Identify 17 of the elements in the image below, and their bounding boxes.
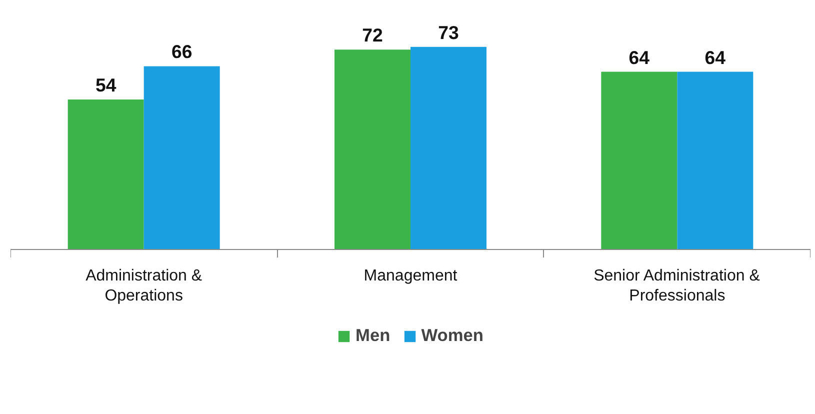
bar (410, 46, 486, 250)
bar (601, 72, 678, 250)
x-tick-label: Management (364, 267, 458, 284)
x-tick-label: Administration & Operations (86, 267, 202, 305)
data-label: 64 (704, 46, 726, 68)
data-label: 64 (628, 46, 650, 68)
legend-label: Women (421, 325, 484, 346)
data-label: 54 (95, 74, 117, 96)
bar (677, 72, 754, 250)
x-tick-label: Senior Administration & Professionals (594, 267, 760, 305)
data-label: 72 (362, 24, 383, 46)
legend-label: Men (356, 325, 390, 346)
bar (334, 50, 410, 250)
data-label: 66 (171, 41, 192, 62)
data-label: 73 (438, 22, 459, 43)
bar (68, 100, 144, 250)
bar (144, 66, 220, 250)
